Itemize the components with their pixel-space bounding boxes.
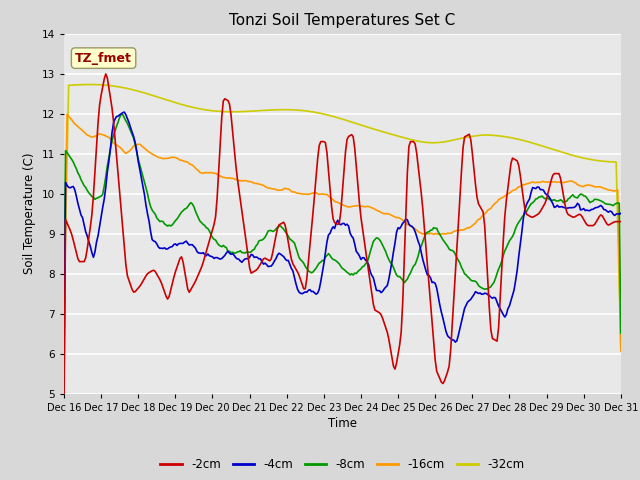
-2cm <box>550 171 558 177</box>
-4cm <box>76 206 83 212</box>
-32cm <box>617 344 625 350</box>
-32cm <box>86 82 94 87</box>
-8cm <box>60 295 68 300</box>
-4cm <box>379 288 387 294</box>
-4cm <box>397 223 405 229</box>
-4cm <box>617 210 625 216</box>
-32cm <box>397 134 405 140</box>
-16cm <box>397 216 405 222</box>
-8cm <box>397 276 405 281</box>
-2cm <box>165 293 173 299</box>
-16cm <box>379 210 387 216</box>
-8cm <box>410 263 417 269</box>
-8cm <box>165 222 173 228</box>
-32cm <box>76 82 83 88</box>
-16cm <box>410 225 417 231</box>
Line: -4cm: -4cm <box>64 112 621 387</box>
Y-axis label: Soil Temperature (C): Soil Temperature (C) <box>23 153 36 275</box>
-2cm <box>60 403 68 408</box>
-32cm <box>410 137 417 143</box>
-4cm <box>120 109 128 115</box>
Legend: -2cm, -4cm, -8cm, -16cm, -32cm: -2cm, -4cm, -8cm, -16cm, -32cm <box>156 454 529 476</box>
-32cm <box>379 129 387 134</box>
-16cm <box>63 111 71 117</box>
Line: -32cm: -32cm <box>64 84 621 347</box>
-4cm <box>410 225 417 231</box>
-8cm <box>117 111 125 117</box>
-32cm <box>550 147 558 153</box>
Title: Tonzi Soil Temperatures Set C: Tonzi Soil Temperatures Set C <box>229 13 456 28</box>
-16cm <box>550 179 558 185</box>
-32cm <box>60 300 68 306</box>
-16cm <box>60 302 68 308</box>
X-axis label: Time: Time <box>328 417 357 430</box>
-4cm <box>60 384 68 390</box>
-4cm <box>165 245 173 251</box>
Text: TZ_fmet: TZ_fmet <box>75 51 132 65</box>
-16cm <box>617 348 625 354</box>
-2cm <box>410 139 417 144</box>
-4cm <box>550 204 558 210</box>
-8cm <box>76 173 83 179</box>
Line: -16cm: -16cm <box>64 114 621 351</box>
-2cm <box>617 219 625 225</box>
-16cm <box>77 126 85 132</box>
-8cm <box>550 197 558 203</box>
Line: -8cm: -8cm <box>64 114 621 333</box>
-16cm <box>165 155 173 161</box>
-32cm <box>165 98 173 104</box>
-8cm <box>617 330 625 336</box>
-2cm <box>379 315 387 321</box>
-2cm <box>102 71 109 77</box>
Line: -2cm: -2cm <box>64 74 621 406</box>
-8cm <box>379 242 387 248</box>
-2cm <box>397 329 405 335</box>
-2cm <box>76 259 83 264</box>
